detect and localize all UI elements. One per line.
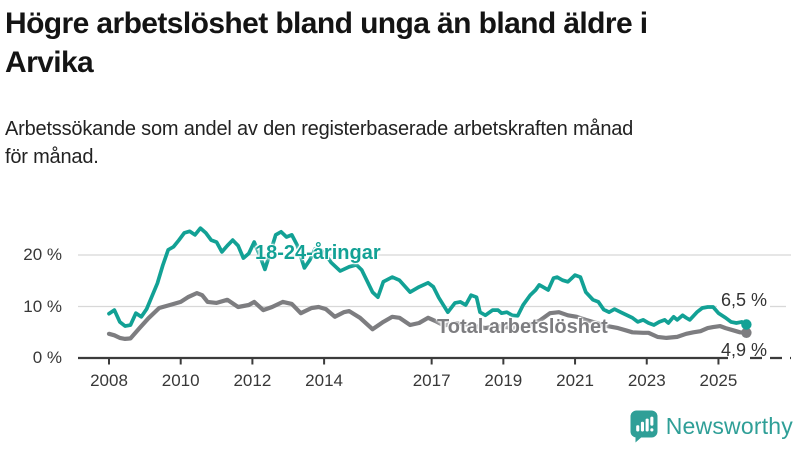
x-tick-label: 2010: [161, 371, 200, 390]
title-line-1: Högre arbetslöshet bland unga än bland ä…: [5, 7, 648, 40]
end-dot-total: [741, 327, 752, 338]
end-dot-young: [741, 319, 752, 330]
y-tick-label: 10 %: [23, 296, 62, 316]
series-line-young: [107, 226, 749, 328]
series-label-total: Total arbetslöshet: [437, 316, 608, 338]
series-label-young: 18-24-åringar: [255, 242, 381, 264]
x-tick-label: 2023: [627, 371, 666, 390]
y-tick-label: 20 %: [23, 245, 62, 264]
subtitle-line-1: Arbetssökande som andel av den registerb…: [5, 118, 634, 140]
x-tick-label: 2008: [90, 371, 128, 390]
subtitle-line-2: för månad.: [5, 146, 99, 168]
end-value-label-young: 6,5 %: [720, 290, 767, 310]
x-tick-label: 2012: [233, 371, 272, 390]
bar-chart-speech-bubble-icon: [630, 410, 658, 443]
series-line-total: [106, 291, 749, 341]
x-tick-label: 2021: [556, 371, 594, 390]
x-tick-label: 2025: [699, 371, 738, 390]
page-subtitle: Arbetssökande som andel av den registerb…: [5, 115, 795, 171]
page-title: Högre arbetslöshet bland unga än bland ä…: [5, 4, 795, 82]
newsworthy-logo-link[interactable]: Newsworthy: [630, 410, 793, 443]
x-tick-label: 2017: [412, 371, 451, 390]
title-line-2: Arvika: [5, 46, 94, 79]
newsworthy-logo-text: Newsworthy: [665, 413, 793, 439]
x-tick-label: 2014: [305, 371, 343, 390]
y-tick-label: 0 %: [32, 348, 62, 367]
x-tick-label: 2019: [484, 371, 523, 390]
end-value-label-total: 4,9 %: [720, 340, 767, 360]
